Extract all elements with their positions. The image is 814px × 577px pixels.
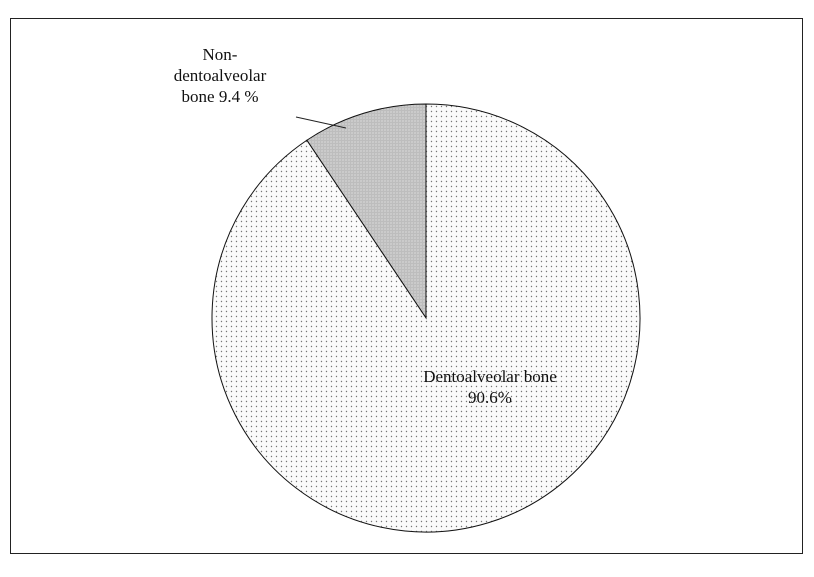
frame [10, 18, 803, 554]
leader-line [295, 116, 347, 129]
value-label: 90.6% [468, 388, 512, 407]
category-label: Dentoalveolar bone [423, 367, 557, 386]
category-label: Non-dentoalveolar bone [173, 45, 267, 106]
pie-slice [211, 103, 641, 533]
value-label: 9.4 % [218, 87, 259, 106]
slice-label: Non-dentoalveolar bone 9.4 % [168, 44, 272, 107]
pie-slice [306, 103, 427, 320]
slice-label: Dentoalveolar bone 90.6% [405, 366, 575, 408]
